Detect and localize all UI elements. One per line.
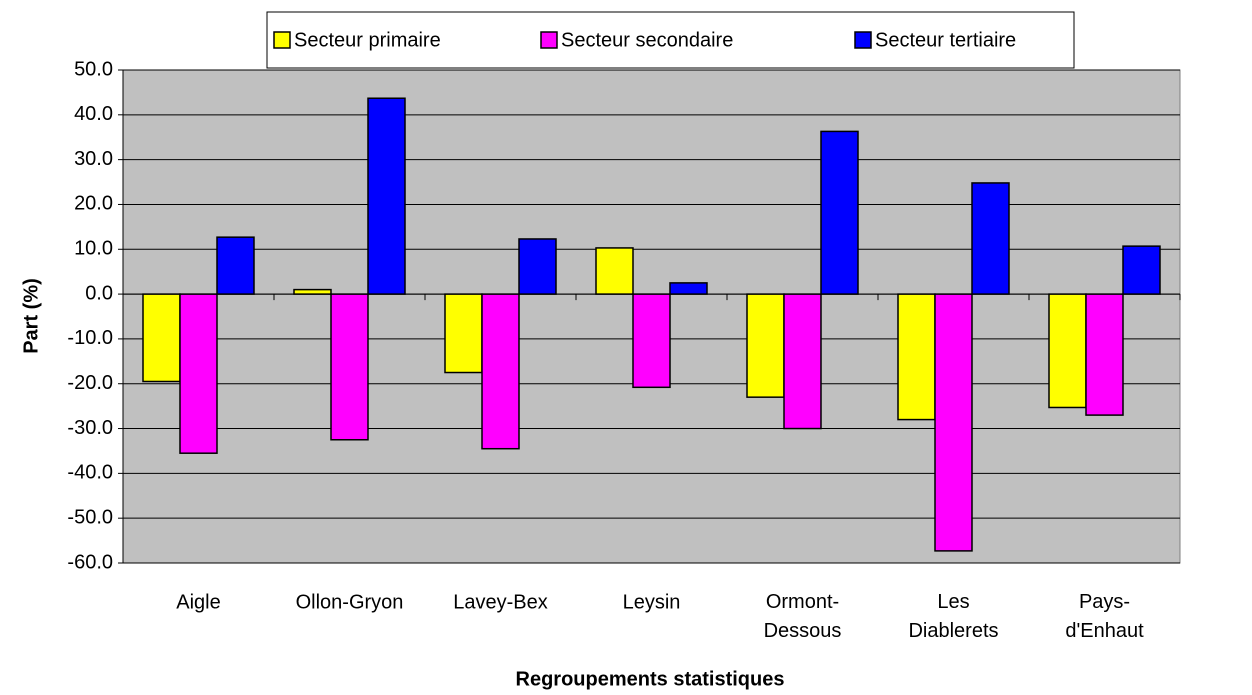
bar xyxy=(971,182,1010,295)
x-tick-label: Leysin xyxy=(623,591,681,613)
bar xyxy=(481,293,520,450)
y-axis-title: Part (%) xyxy=(20,278,42,354)
bar xyxy=(444,293,483,374)
bar xyxy=(746,293,785,398)
bar xyxy=(669,282,708,295)
bar xyxy=(216,236,255,295)
bar xyxy=(1048,293,1087,409)
y-tick-label: 20.0 xyxy=(74,193,113,215)
legend-swatch xyxy=(273,31,291,49)
x-tick-label: Ormont-Dessous xyxy=(764,591,842,642)
x-tick-label: Aigle xyxy=(176,591,220,613)
y-tick-label: -40.0 xyxy=(67,462,113,484)
legend xyxy=(266,11,1075,69)
y-tick-label: -50.0 xyxy=(67,506,113,528)
bar xyxy=(330,293,369,441)
y-tick-label: 50.0 xyxy=(74,58,113,80)
y-tick-label: -60.0 xyxy=(67,551,113,573)
legend-label: Secteur secondaire xyxy=(561,29,733,51)
y-tick-label: -30.0 xyxy=(67,417,113,439)
y-tick-label: 40.0 xyxy=(74,103,113,125)
bar xyxy=(820,130,859,295)
x-tick-label: Pays-d'Enhaut xyxy=(1065,591,1144,642)
x-tick-label: Les Diablerets xyxy=(908,591,998,642)
y-tick-label: -20.0 xyxy=(67,372,113,394)
bar xyxy=(1085,293,1124,416)
bar xyxy=(142,293,181,383)
bar xyxy=(518,238,557,295)
legend-swatch xyxy=(854,31,872,49)
y-tick-label: 10.0 xyxy=(74,238,113,260)
bar xyxy=(783,293,822,430)
legend-label: Secteur tertiaire xyxy=(875,29,1016,51)
legend-label: Secteur primaire xyxy=(294,29,441,51)
bar xyxy=(367,97,406,295)
y-tick-label: 30.0 xyxy=(74,148,113,170)
y-tick-label: 0.0 xyxy=(85,282,113,304)
y-tick-label: -10.0 xyxy=(67,327,113,349)
bar xyxy=(897,293,936,421)
bar xyxy=(293,288,332,295)
bar xyxy=(1122,245,1161,295)
bar xyxy=(595,247,634,295)
bar xyxy=(632,293,671,389)
bar xyxy=(934,293,973,552)
bar xyxy=(179,293,218,454)
x-axis-title: Regroupements statistiques xyxy=(516,668,785,690)
x-tick-label: Ollon-Gryon xyxy=(296,591,404,613)
x-tick-label: Lavey-Bex xyxy=(453,591,548,613)
legend-swatch xyxy=(540,31,558,49)
